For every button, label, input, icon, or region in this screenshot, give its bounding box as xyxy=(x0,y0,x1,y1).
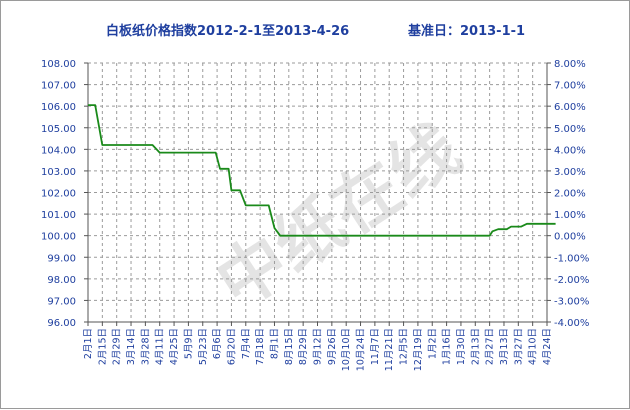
y-right-tick-label: 4.00% xyxy=(554,145,586,156)
y-right-tick-label: -2.00% xyxy=(554,275,589,286)
x-tick-label: 10月10日 xyxy=(341,328,352,371)
x-tick-label: 3月13日 xyxy=(499,328,510,365)
x-tick-label: 3月27日 xyxy=(513,328,524,365)
y-left-tick-label: 105.00 xyxy=(41,124,76,135)
plot-area: 96.00 -4.00% 97.00 -3.00% 98.00 -2.00% 99.00 -1… xyxy=(41,59,589,371)
y-right-tick-label: 7.00% xyxy=(554,81,586,92)
y-right-tick-label: 8.00% xyxy=(554,59,586,70)
y-left-tick-label: 98.00 xyxy=(47,275,76,286)
x-tick-label: 4月25日 xyxy=(169,328,180,365)
x-tick-label: 8月15日 xyxy=(284,328,295,365)
x-tick-label: 2月29日 xyxy=(112,328,123,365)
y-right-tick-label: 0.00% xyxy=(554,232,586,243)
chart-title: 白板纸价格指数2012-2-1至2013-4-26 xyxy=(106,23,349,39)
y-left-tick-label: 104.00 xyxy=(41,145,76,156)
y-left-tick-label: 101.00 xyxy=(41,210,76,221)
x-tick-label: 5月23日 xyxy=(198,328,209,365)
y-right-tick-label: 3.00% xyxy=(554,167,586,178)
series-line xyxy=(88,104,556,237)
x-tick-label: 11月7日 xyxy=(370,328,381,365)
y-left-tick-label: 107.00 xyxy=(41,81,76,92)
x-tick-label: 8月1日 xyxy=(269,328,280,359)
y-right-tick-label: 5.00% xyxy=(554,124,586,135)
x-tick-label: 12月5日 xyxy=(399,328,410,365)
y-left-tick-label: 102.00 xyxy=(41,189,76,200)
x-tick-label: 4月24日 xyxy=(542,328,553,365)
x-tick-label: 9月26日 xyxy=(327,328,338,365)
x-tick-label: 6月6日 xyxy=(212,328,223,359)
x-tick-label: 2月27日 xyxy=(485,328,496,365)
y-left-tick-label: 106.00 xyxy=(41,102,76,113)
y-left-tick-label: 97.00 xyxy=(47,296,76,307)
y-left-tick-label: 99.00 xyxy=(47,253,76,264)
x-tick-label: 2月15日 xyxy=(97,328,108,365)
x-tick-label: 4月10日 xyxy=(528,328,539,365)
y-right-tick-label: 1.00% xyxy=(554,210,586,221)
y-right-tick-label: -1.00% xyxy=(554,253,589,264)
x-tick-label: 4月11日 xyxy=(155,328,166,365)
x-tick-label: 1月2日 xyxy=(427,328,438,359)
x-tick-label: 10月24日 xyxy=(356,328,367,371)
x-tick-label: 5月9日 xyxy=(183,328,194,359)
x-tick-label: 9月12日 xyxy=(313,328,324,365)
x-tick-label: 2月13日 xyxy=(470,328,481,365)
y-right-tick-label: 2.00% xyxy=(554,189,586,200)
x-tick-label: 2月1日 xyxy=(83,328,94,359)
y-left-tick-label: 100.00 xyxy=(41,232,76,243)
x-tick-label: 1月16日 xyxy=(442,328,453,365)
x-tick-label: 7月4日 xyxy=(241,328,252,359)
y-left-tick-label: 108.00 xyxy=(41,59,76,70)
x-tick-label: 7月18日 xyxy=(255,328,266,365)
x-tick-label: 3月28日 xyxy=(140,328,151,365)
y-left-tick-label: 103.00 xyxy=(41,167,76,178)
x-tick-label: 12月19日 xyxy=(413,328,424,371)
y-right-tick-label: -3.00% xyxy=(554,296,589,307)
chart-subtitle: 基准日：2013-1-1 xyxy=(407,23,525,39)
x-tick-label: 11月21日 xyxy=(384,328,395,371)
y-left-tick-label: 96.00 xyxy=(47,318,76,329)
watermark: 中纸在线 xyxy=(203,110,474,324)
y-right-tick-label: -4.00% xyxy=(554,318,589,329)
x-tick-label: 3月14日 xyxy=(126,328,137,365)
y-right-tick-label: 6.00% xyxy=(554,102,586,113)
x-tick-label: 6月20日 xyxy=(226,328,237,365)
x-tick-label: 1月30日 xyxy=(456,328,467,365)
x-tick-label: 8月29日 xyxy=(298,328,309,365)
